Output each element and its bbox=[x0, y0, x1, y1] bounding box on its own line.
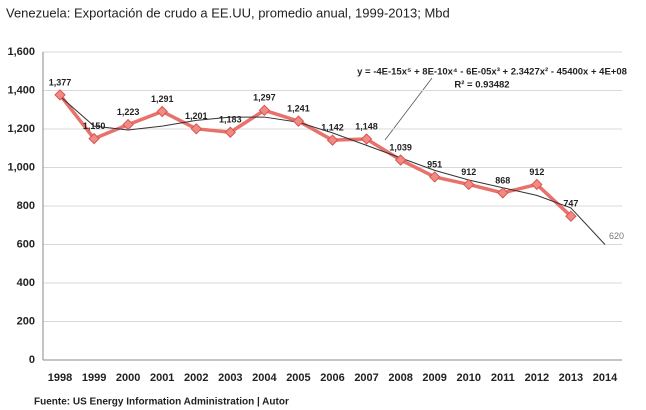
data-label: 912 bbox=[461, 167, 476, 177]
point bbox=[190, 123, 202, 135]
data-label: 1,223 bbox=[117, 107, 140, 117]
x-tick-label: 1999 bbox=[82, 372, 106, 384]
data-label: 1,377 bbox=[49, 77, 72, 87]
point bbox=[54, 89, 66, 101]
point bbox=[463, 178, 475, 191]
y-tick-label: 1,000 bbox=[7, 161, 35, 173]
data-label: 1,297 bbox=[253, 93, 276, 103]
x-tick-label: 2000 bbox=[116, 372, 140, 384]
x-tick-label: 2012 bbox=[525, 372, 549, 384]
data-label: 912 bbox=[529, 167, 544, 177]
data-label: 1,150 bbox=[83, 121, 106, 131]
data-label: 1,291 bbox=[151, 94, 174, 104]
x-tick-label: 2002 bbox=[184, 372, 208, 384]
x-tick-label: 2011 bbox=[491, 372, 515, 384]
trend-end-label: 620 bbox=[609, 231, 624, 241]
x-tick-label: 2009 bbox=[422, 372, 446, 384]
trend-r-squared: R² = 0.93482 bbox=[454, 80, 509, 91]
point bbox=[122, 118, 134, 131]
point bbox=[394, 154, 407, 166]
point bbox=[292, 115, 305, 127]
x-tick-label: 2001 bbox=[150, 372, 174, 384]
point bbox=[156, 105, 168, 118]
data-label: 868 bbox=[495, 175, 510, 185]
data-label: 747 bbox=[563, 199, 578, 209]
y-tick-label: 600 bbox=[17, 238, 35, 250]
data-label: 1,241 bbox=[287, 103, 310, 113]
y-tick-label: 1,200 bbox=[7, 123, 35, 135]
trend-equation: y = -4E-15x⁵ + 8E-10x⁴ - 6E-05x³ + 2.342… bbox=[357, 67, 627, 78]
data-label: 1,148 bbox=[355, 121, 378, 131]
chart-title: Venezuela: Exportación de crudo a EE.UU,… bbox=[6, 5, 450, 20]
y-tick-label: 800 bbox=[17, 200, 35, 212]
point bbox=[565, 210, 577, 222]
x-tick-label: 2010 bbox=[456, 372, 480, 384]
point bbox=[258, 104, 271, 117]
point bbox=[326, 134, 339, 146]
x-tick-label: 2006 bbox=[320, 372, 344, 384]
point bbox=[531, 178, 543, 191]
x-tick-label: 2005 bbox=[286, 372, 310, 384]
x-tick-label: 2004 bbox=[252, 372, 277, 384]
y-tick-label: 0 bbox=[29, 354, 35, 366]
point bbox=[428, 171, 441, 183]
point bbox=[497, 187, 509, 199]
point bbox=[224, 126, 237, 138]
data-label: 1,183 bbox=[219, 115, 242, 125]
x-tick-label: 2003 bbox=[218, 372, 242, 384]
x-tick-label: 2008 bbox=[388, 372, 412, 384]
y-tick-label: 1,400 bbox=[7, 84, 35, 96]
data-label: 1,142 bbox=[321, 123, 344, 133]
x-tick-label: 2014 bbox=[593, 372, 618, 384]
x-tick-label: 2007 bbox=[354, 372, 378, 384]
y-tick-label: 400 bbox=[17, 277, 35, 289]
y-tick-label: 200 bbox=[17, 315, 35, 327]
source: Fuente: US Energy Information Administra… bbox=[34, 397, 289, 408]
series-line bbox=[58, 93, 573, 218]
data-label: 1,201 bbox=[185, 111, 208, 121]
point bbox=[88, 132, 100, 145]
point bbox=[360, 133, 373, 145]
data-label: 1,039 bbox=[389, 142, 412, 152]
data-label: 951 bbox=[427, 159, 442, 169]
equation-leader bbox=[384, 77, 433, 141]
y-tick-label: 1,600 bbox=[7, 46, 35, 58]
trendline bbox=[59, 95, 606, 245]
x-tick-label: 2013 bbox=[559, 372, 583, 384]
x-tick-label: 1998 bbox=[48, 372, 72, 384]
